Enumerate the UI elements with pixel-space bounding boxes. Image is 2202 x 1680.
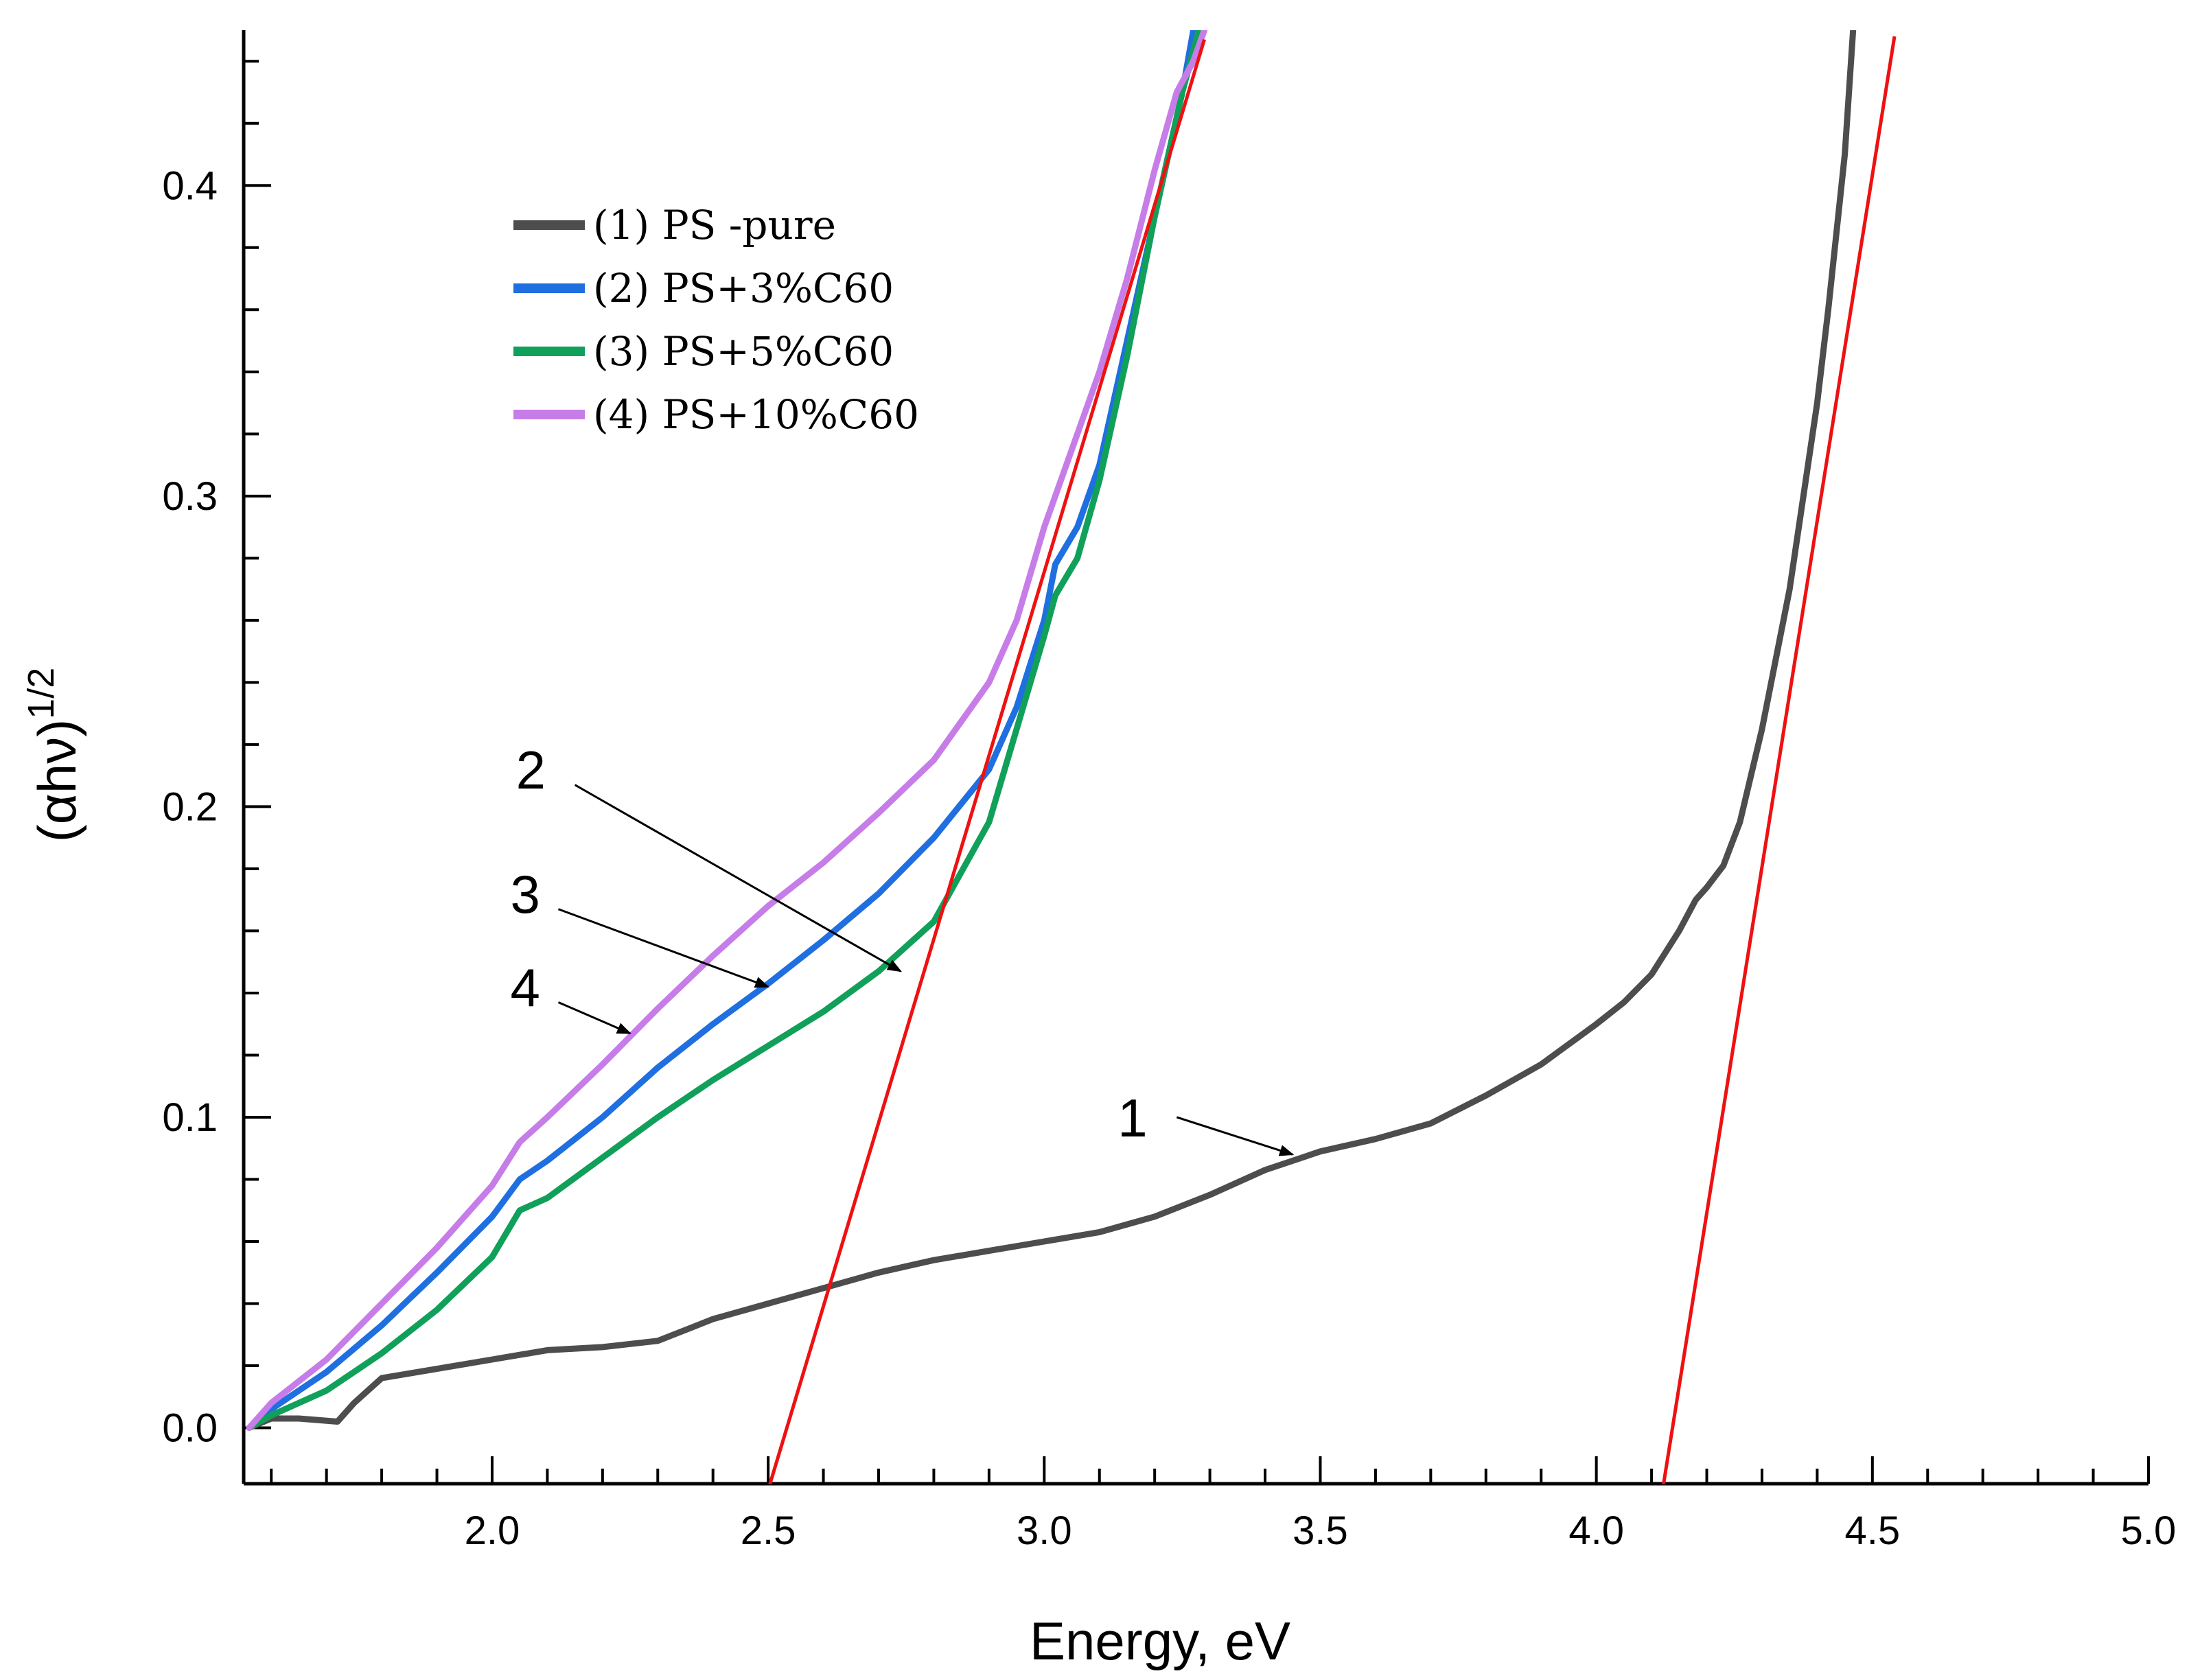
x-tick-label: 3.0 [1017, 1508, 1072, 1553]
legend-item-3: (3) PS+5%C60 [513, 328, 894, 375]
legend-label-2: (2) PS+3%C60 [593, 265, 894, 312]
x-tick-label: 4.0 [1568, 1508, 1624, 1553]
legend-item-2: (2) PS+3%C60 [513, 265, 894, 312]
fit-line-fit-pc60 [768, 38, 1206, 1484]
y-axis-title: (αhν)1/2 [21, 668, 87, 843]
x-ticks: 2.0 2.5 3.0 3.5 4.0 4.5 5.0 [270, 1456, 2177, 1553]
y-tick-label: 0.0 [162, 1406, 218, 1451]
annotation-arrow-3 [557, 908, 770, 988]
legend-item-1: (1) PS -pure [513, 202, 836, 248]
y-ticks: 0.0 0.1 0.2 0.3 0.4 [162, 60, 271, 1451]
y-axis-title-sup: 1/2 [21, 668, 62, 719]
annotation-arrow-1 [1176, 1116, 1295, 1156]
x-tick-label: 5.0 [2121, 1508, 2177, 1553]
series-line-s3 [246, 30, 1202, 1431]
y-tick-label: 0.1 [162, 1095, 218, 1140]
legend-label-1: (1) PS -pure [593, 202, 836, 248]
x-axis-title: Energy, eV [1030, 1611, 1290, 1671]
y-tick-label: 0.4 [162, 163, 218, 208]
y-tick-label: 0.2 [162, 784, 218, 829]
annotation-layer: 1 2 3 4 [511, 740, 1295, 1156]
series-layer [246, 30, 1857, 1431]
annotation-label-1: 1 [1117, 1088, 1147, 1148]
annotation-label-4: 4 [511, 957, 540, 1018]
x-tick-label: 2.0 [465, 1508, 520, 1553]
annotation-arrow-4 [557, 1001, 631, 1035]
y-axis-title-base: (αhν) [27, 719, 87, 842]
x-tick-label: 3.5 [1293, 1508, 1348, 1553]
series-line-s1 [246, 30, 1857, 1431]
legend-label-3: (3) PS+5%C60 [593, 328, 894, 375]
legend-label-4: (4) PS+10%C60 [593, 391, 919, 438]
fit-layer [768, 36, 1897, 1484]
plot-area [246, 30, 1897, 1484]
annotation-label-3: 3 [511, 864, 540, 924]
series-line-s4 [246, 30, 1208, 1431]
series-line-s2 [246, 30, 1196, 1431]
annotation-label-2: 2 [516, 740, 546, 800]
fit-line-fit-ps [1662, 36, 1897, 1484]
axes: 2.0 2.5 3.0 3.5 4.0 4.5 5.0 0.0 0.1 0.2 0.3 0.4 [162, 30, 2176, 1553]
legend: (1) PS -pure (2) PS+3%C60 (3) PS+5%C60 (… [513, 202, 919, 438]
annotation-arrow-2 [574, 784, 902, 972]
x-tick-label: 2.5 [741, 1508, 796, 1553]
x-tick-label: 4.5 [1845, 1508, 1901, 1553]
legend-item-4: (4) PS+10%C60 [513, 391, 919, 438]
svg-text:(αhν)1/2: (αhν)1/2 [21, 668, 87, 843]
y-tick-label: 0.3 [162, 474, 218, 519]
